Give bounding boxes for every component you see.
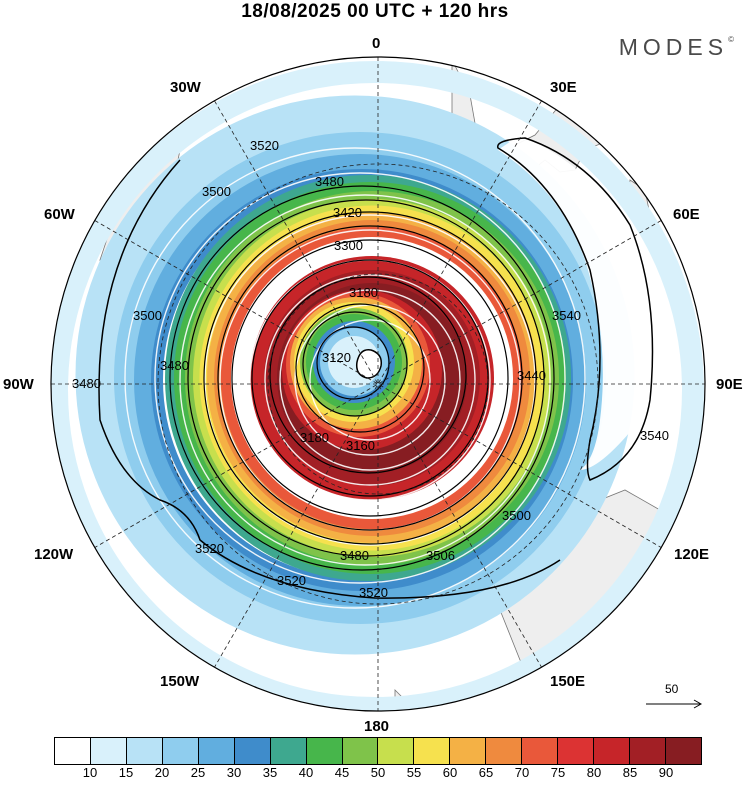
colorbar-swatch [450,738,487,764]
contour-label: 3180 [300,430,329,445]
colorbar-tick-label: 80 [586,765,602,780]
contour-label: 3480 [340,548,369,563]
contour-label-layer: 3520 3500 3480 3420 3300 3180 3120 3160 … [72,138,669,600]
contour-label: 3500 [202,184,231,199]
colorbar-swatch [414,738,451,764]
contour-label: 3500 [502,508,531,523]
colorbar-swatch [522,738,559,764]
colorbar-tick-label: 35 [262,765,278,780]
colorbar-swatch [558,738,595,764]
lon-label-left-upper: 60W [44,206,75,223]
colorbar-tick-label: 90 [658,765,674,780]
contour-label: 3520 [359,585,388,600]
lon-label-right-lower: 120E [674,546,710,563]
map-border [50,56,706,712]
reference-arrow-icon [646,699,703,709]
colorbar-swatch [665,738,701,764]
colorbar-tick-label: 10 [82,765,98,780]
colorbar-tick-label: 50 [370,765,386,780]
colorbar-swatch [594,738,630,764]
lon-label-right: 90E [716,376,743,393]
colorbar-swatch [630,738,666,764]
contour-label: 3520 [250,138,279,153]
contour-label: 3160 [346,438,375,453]
contour-label: 3480 [72,376,101,391]
colorbar [54,737,702,765]
lon-label-bottom-left: 150W [160,673,200,690]
contour-label: 3440 [517,368,546,383]
contour-label: 3540 [552,308,581,323]
wind-reference-label: 50 [665,682,679,696]
colorbar-swatch [486,738,523,764]
colorbar-tick-label: 85 [622,765,638,780]
colorbar-tick-label: 75 [550,765,566,780]
map-title: 18/08/2025 00 UTC + 120 hrs [241,1,509,22]
contour-label: 3520 [277,573,306,588]
colorbar-swatch [55,738,91,764]
lon-label-top: 0 [372,35,381,52]
contour-label: 3506 [426,548,455,563]
colorbar-tick-label: 40 [298,765,314,780]
lon-label-bottom-right: 150E [550,673,586,690]
lon-label-bottom: 180 [364,718,390,735]
contour-label: 3120 [322,350,351,365]
contour-label: 3420 [333,205,362,220]
colorbar-swatch [378,738,415,764]
colorbar-tick-label: 25 [190,765,206,780]
contour-label: 3480 [315,174,344,189]
graticule [51,57,705,711]
wind-reference-vector: 50 [640,682,710,712]
colorbar-tick-label: 70 [514,765,530,780]
colorbar-tick-label: 30 [226,765,242,780]
contour-label: 3300 [334,238,363,253]
colorbar-swatch [306,738,343,764]
lon-label-right-upper: 60E [673,206,700,223]
contour-label: 3540 [640,428,669,443]
lon-label-top-left: 30W [170,79,201,96]
colorbar-tick-label: 15 [118,765,134,780]
colorbar-ticks: 10 15 20 25 30 35 40 45 50 55 60 65 70 75 80 85 90 [54,765,702,782]
lon-label-left: 90W [3,376,34,393]
colorbar-swatch [342,738,379,764]
contour-label: 3480 [160,358,189,373]
colorbar-swatch [90,738,127,764]
contour-label: 3180 [349,285,378,300]
colorbar-swatch [234,738,271,764]
wind-speed-shading [51,61,704,711]
colorbar-tick-label: 65 [478,765,494,780]
colorbar-tick-label: 60 [442,765,458,780]
height-contours [98,137,654,599]
contour-label: 3500 [133,308,162,323]
contour-label: 3520 [195,541,224,556]
colorbar-tick-label: 45 [334,765,350,780]
brand-logo: MODES© [618,34,734,60]
colorbar-tick-label: 55 [406,765,422,780]
colorbar-swatch [198,738,235,764]
map-disc [51,57,705,711]
colorbar-tick-label: 20 [154,765,170,780]
colorbar-swatch [270,738,307,764]
colorbar-swatch [162,738,199,764]
colorbar-swatch [126,738,163,764]
lon-label-left-lower: 120W [34,546,74,563]
lon-label-top-right: 30E [550,79,577,96]
